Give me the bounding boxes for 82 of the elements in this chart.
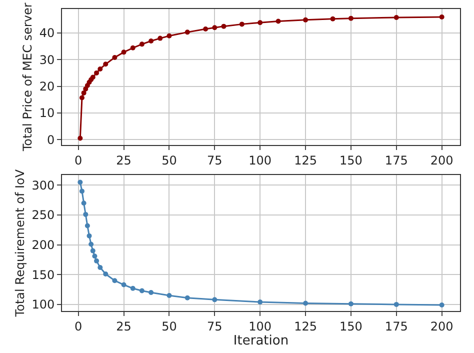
x-tick-label: 125 (294, 153, 317, 168)
x-tick-label: 75 (207, 319, 222, 334)
y-tick-label: 300 (32, 178, 55, 192)
x-tick-label: 150 (340, 319, 362, 334)
point (130, 286, 136, 291)
y-tick-label: 250 (32, 208, 55, 222)
point (330, 16, 336, 22)
point (81, 200, 86, 206)
y-tick-label: 150 (32, 268, 55, 282)
point (88, 242, 94, 247)
point (139, 288, 144, 294)
point (78, 180, 83, 185)
point (121, 50, 126, 55)
point (130, 45, 136, 50)
point (239, 22, 244, 27)
point (103, 62, 108, 67)
x-tick-label: 0 (74, 153, 82, 168)
point (94, 258, 100, 264)
x-tick-label: 125 (294, 319, 317, 334)
point (148, 38, 154, 44)
point (103, 272, 108, 277)
point (212, 25, 218, 30)
point (92, 254, 98, 259)
x-tick-label: 150 (340, 153, 362, 168)
point (166, 33, 172, 38)
point (98, 66, 103, 72)
point (303, 17, 308, 22)
point (84, 223, 90, 228)
point (112, 55, 118, 60)
x-tick-label: 100 (248, 153, 272, 168)
point (258, 300, 263, 305)
point (148, 290, 154, 296)
y-tick-label: 10 (39, 106, 55, 120)
x-tick-label: 200 (430, 319, 454, 334)
point (90, 74, 96, 80)
y-axis-title: Total Price of MEC server (20, 2, 35, 152)
x-tick-label: 100 (248, 319, 272, 334)
x-tick-label: 50 (162, 153, 177, 168)
point (166, 293, 172, 298)
point (439, 14, 444, 20)
x-tick-label: 75 (207, 153, 222, 168)
x-tick-label: 25 (116, 319, 132, 334)
x-tick-label: 50 (162, 319, 177, 334)
x-tick-label: 175 (384, 153, 408, 168)
x-tick-label: 200 (430, 153, 454, 168)
point (258, 20, 263, 26)
point (348, 301, 354, 306)
y-axis-title: Total Requirement of IoV (12, 168, 27, 318)
point (221, 24, 226, 29)
point (83, 212, 88, 217)
y-tick-label: 20 (39, 79, 55, 94)
point (98, 264, 103, 270)
point (78, 136, 83, 141)
point (121, 282, 126, 288)
x-tick-label: 25 (116, 153, 132, 168)
point (212, 297, 218, 302)
point (112, 278, 118, 284)
point (184, 295, 190, 300)
y-tick-label: 30 (39, 52, 55, 67)
point (394, 15, 399, 20)
point (303, 300, 308, 306)
y-tick-label: 200 (32, 238, 55, 252)
y-tick-label: 0 (46, 132, 55, 147)
x-axis-title: Iteration (233, 333, 289, 348)
point (86, 233, 92, 238)
point (203, 26, 208, 32)
point (158, 36, 163, 41)
x-tick-label: 175 (384, 319, 408, 334)
point (79, 188, 84, 194)
point (81, 90, 86, 96)
point (348, 16, 354, 21)
point (394, 302, 399, 307)
point (184, 30, 190, 35)
point (94, 70, 100, 76)
point (90, 248, 96, 254)
y-tick-label: 100 (32, 298, 55, 312)
x-tick-label: 0 (74, 319, 82, 334)
point (439, 302, 444, 308)
point (79, 95, 84, 100)
point (276, 18, 281, 24)
y-tick-label: 40 (39, 26, 55, 40)
point (139, 42, 144, 47)
